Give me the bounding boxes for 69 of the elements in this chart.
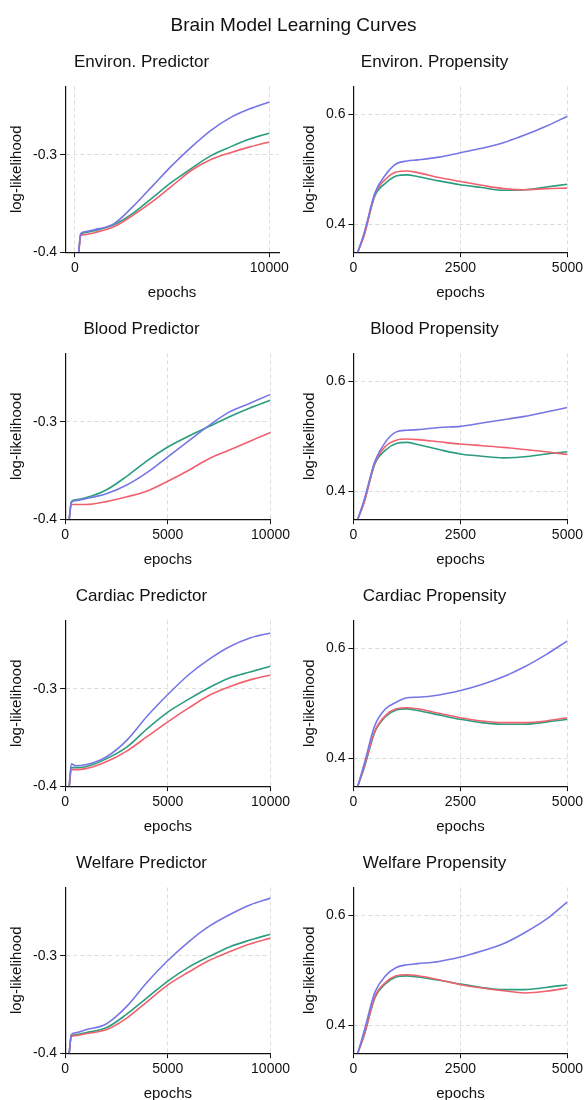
y-tick-label: 0.6: [325, 371, 346, 388]
x-tick-label: 2500: [444, 259, 477, 276]
line-series: [356, 115, 568, 253]
y-tick-label: 0.6: [325, 905, 346, 922]
y-axis-title: log-likelihood: [300, 926, 318, 1015]
x-tick-label: 0: [349, 793, 358, 810]
y-axis-title: log-likelihood: [300, 125, 318, 214]
y-tick-label: -0.3: [33, 946, 58, 963]
x-tick-label: 5000: [152, 793, 184, 810]
x-tick-label: 5000: [551, 1060, 584, 1077]
chart-title: Environ. Propensity: [360, 51, 509, 71]
y-tick-label: 0.4: [325, 1016, 346, 1033]
y-tick-label: 0.6: [325, 104, 346, 121]
x-tick-label: 10000: [251, 1060, 291, 1077]
chart-title: Environ. Predictor: [73, 51, 210, 71]
y-axis-title: log-likelihood: [7, 392, 25, 481]
y-tick-label: -0.4: [33, 243, 58, 260]
x-tick-label: 2500: [444, 793, 477, 810]
x-tick-label: 5000: [152, 526, 184, 543]
y-axis-title: log-likelihood: [300, 659, 318, 748]
chart-title: Cardiac Predictor: [75, 585, 208, 605]
chart-title: Blood Predictor: [83, 318, 200, 338]
x-tick-label: 0: [349, 526, 358, 543]
y-tick-label: 0.4: [325, 482, 346, 499]
y-tick-label: -0.4: [33, 510, 58, 527]
y-tick-label: 0.4: [325, 215, 346, 232]
y-axis-title: log-likelihood: [7, 926, 25, 1015]
line-series: [356, 900, 568, 1054]
y-axis-title: log-likelihood: [300, 392, 318, 481]
x-tick-label: 10000: [249, 259, 289, 276]
chart-title: Welfare Predictor: [75, 852, 208, 872]
x-tick-label: 5000: [551, 259, 584, 276]
x-tick-label: 0: [70, 259, 79, 276]
x-tick-label: 10000: [251, 793, 291, 810]
y-tick-label: -0.4: [33, 777, 58, 794]
y-tick-label: -0.4: [33, 1044, 58, 1061]
x-tick-label: 2500: [444, 1060, 477, 1077]
chart-title: Welfare Propensity: [362, 852, 507, 872]
y-tick-label: 0.4: [325, 749, 346, 766]
y-axis-title: log-likelihood: [7, 659, 25, 748]
x-tick-label: 5000: [152, 1060, 184, 1077]
x-tick-label: 0: [61, 1060, 70, 1077]
line-series: [68, 897, 271, 1054]
text: Brain Model Learning Curves: [170, 14, 417, 36]
x-tick-label: 0: [349, 259, 358, 276]
y-tick-label: -0.3: [33, 679, 58, 696]
x-axis-title: epochs: [436, 817, 485, 835]
x-axis-title: epochs: [143, 817, 193, 835]
line-series: [356, 640, 568, 787]
y-tick-label: -0.3: [33, 412, 58, 429]
x-axis-title: epochs: [436, 550, 485, 568]
x-axis-title: epochs: [143, 550, 193, 568]
line-series: [77, 101, 271, 253]
x-tick-label: 2500: [444, 526, 477, 543]
x-tick-label: 0: [61, 793, 70, 810]
y-tick-label: -0.3: [33, 145, 58, 162]
x-tick-label: 10000: [251, 526, 291, 543]
line-series: [356, 406, 568, 520]
y-axis-title: log-likelihood: [7, 125, 25, 214]
x-axis-title: epochs: [147, 283, 197, 301]
chart-title: Cardiac Propensity: [362, 585, 507, 605]
chart-title: Blood Propensity: [370, 318, 500, 338]
line-series: [68, 632, 271, 787]
x-tick-label: 5000: [551, 793, 584, 810]
y-tick-label: 0.6: [325, 638, 346, 655]
x-tick-label: 5000: [551, 526, 584, 543]
x-tick-label: 0: [349, 1060, 358, 1077]
x-axis-title: epochs: [436, 283, 485, 301]
x-tick-label: 0: [61, 526, 70, 543]
